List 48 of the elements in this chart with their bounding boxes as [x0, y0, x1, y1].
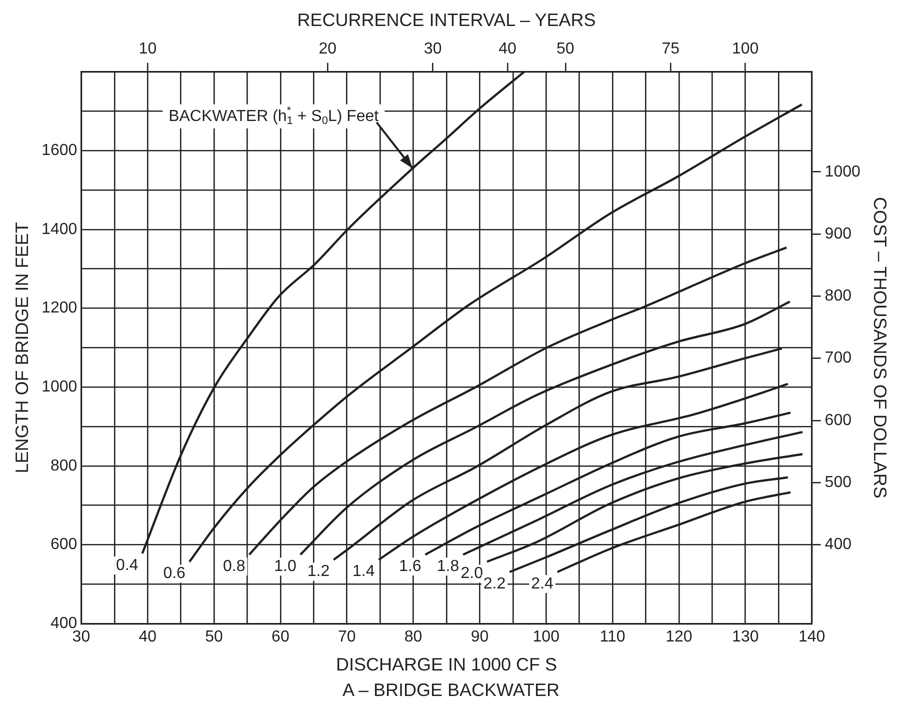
x-tick-label: 70 [338, 628, 356, 646]
series-label: 1.6 [399, 558, 422, 576]
y-tick-label: 600 [50, 536, 78, 554]
series-label: 2.2 [483, 575, 506, 592]
y2-tick-label: 500 [824, 474, 852, 491]
y2-tick-label: 600 [824, 412, 852, 429]
series-label: 0.4 [116, 556, 138, 574]
y2-tick-label: 900 [824, 225, 852, 242]
x-tick-label: 120 [666, 628, 692, 646]
x2-tick-label: 75 [662, 40, 680, 58]
series-label: 2.0 [460, 565, 484, 582]
x-tick-label: 140 [798, 628, 826, 646]
series-label: 1.4 [352, 563, 375, 580]
x-tick-label: 30 [72, 628, 90, 646]
x-tick-label: 110 [600, 628, 626, 646]
x-tick-label: 100 [532, 628, 560, 646]
x-tick-label: 40 [138, 628, 157, 646]
y2-axis-title: COST – THOUSANDS OF DOLLARS [870, 196, 890, 498]
x2-tick-label: 100 [732, 40, 759, 58]
x-tick-label: 60 [272, 628, 290, 646]
x2-tick-label: 50 [556, 40, 574, 58]
y2-tick-label: 800 [824, 288, 852, 305]
text: A – BRIDGE BACKWATER [342, 680, 560, 700]
y-axis-title: LENGTH OF BRIDGE IN FEET [12, 222, 32, 474]
x-tick-label: 80 [404, 628, 422, 646]
x2-tick-label: 10 [138, 40, 157, 58]
x-tick-label: 130 [732, 628, 759, 646]
y-tick-label: 1400 [42, 220, 78, 238]
x2-tick-label: 20 [318, 40, 337, 58]
x-axis-title: DISCHARGE IN 1000 CF S [336, 654, 558, 675]
x2-axis-title: RECURRENCE INTERVAL – YEARS [297, 10, 596, 30]
y-tick-label: 1600 [42, 142, 78, 160]
y2-tick-label: 400 [824, 536, 852, 554]
y-tick-label: 1000 [42, 378, 78, 396]
y2-tick-label: 1000 [824, 163, 860, 180]
series-label: 2.4 [531, 575, 554, 592]
series-label: 1.0 [274, 558, 296, 576]
series-label: 1.8 [436, 558, 460, 576]
y-tick-label: 1200 [42, 300, 78, 317]
x-tick-label: 50 [205, 628, 224, 646]
y2-tick-label: 700 [824, 350, 852, 367]
x-tick-label: 90 [470, 628, 489, 646]
series-label: 1.2 [307, 563, 330, 580]
x2-tick-label: 30 [424, 40, 442, 58]
series-label: 0.6 [163, 565, 186, 582]
series-label: 0.8 [222, 558, 246, 576]
x2-tick-label: 40 [498, 40, 516, 58]
y-tick-label: 800 [50, 457, 78, 474]
